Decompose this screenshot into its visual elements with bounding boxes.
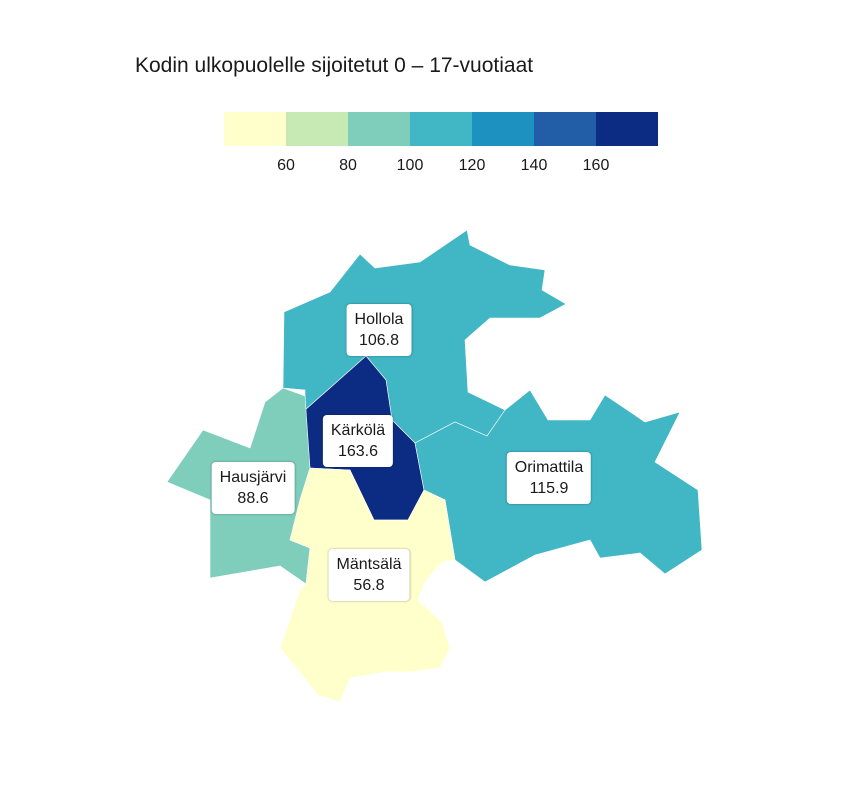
region-label-orimattila: Orimattila 115.9 bbox=[506, 452, 592, 504]
region-value: 88.6 bbox=[237, 490, 269, 507]
legend-swatch bbox=[348, 112, 410, 146]
legend-tick-label: 120 bbox=[459, 157, 486, 174]
legend-swatch bbox=[534, 112, 596, 146]
legend-tick-label: 160 bbox=[583, 157, 610, 174]
legend-swatch bbox=[224, 112, 286, 146]
region-label-mantsala: Mäntsälä 56.8 bbox=[328, 549, 410, 601]
region-label-karkola: Kärkölä 163.6 bbox=[322, 415, 394, 467]
region-name: Hausjärvi bbox=[219, 469, 287, 486]
region-value: 115.9 bbox=[529, 480, 569, 497]
legend-swatch bbox=[410, 112, 472, 146]
legend-swatch bbox=[286, 112, 348, 146]
region-value: 56.8 bbox=[353, 577, 385, 594]
region-value: 106.8 bbox=[358, 332, 400, 349]
legend-tick-label: 140 bbox=[521, 157, 548, 174]
legend-swatch bbox=[596, 112, 658, 146]
region-label-hollola: Hollola 106.8 bbox=[346, 304, 412, 356]
region-name: Hollola bbox=[354, 311, 404, 328]
region-name: Orimattila bbox=[514, 459, 584, 476]
legend-tick-label: 100 bbox=[397, 157, 424, 174]
region-name: Kärkölä bbox=[330, 422, 386, 439]
color-legend: 60 80 100 120 140 160 bbox=[224, 112, 658, 174]
legend-tick-label: 80 bbox=[339, 157, 357, 174]
region-value: 163.6 bbox=[337, 443, 379, 460]
map-title: Kodin ulkopuolelle sijoitetut 0 – 17-vuo… bbox=[135, 54, 534, 77]
region-name: Mäntsälä bbox=[336, 556, 402, 573]
legend-tick-label: 60 bbox=[277, 157, 295, 174]
region-label-hausjarvi: Hausjärvi 88.6 bbox=[211, 462, 295, 514]
legend-swatch bbox=[472, 112, 534, 146]
